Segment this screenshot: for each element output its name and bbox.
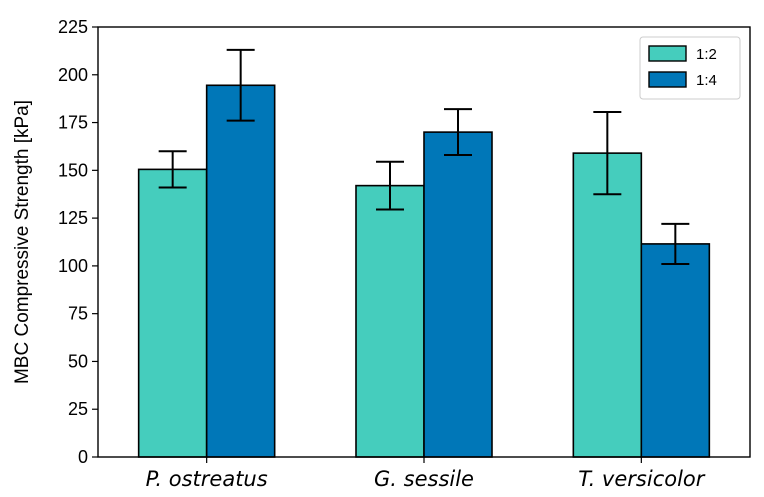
y-axis-title: MBC Compressive Strength [kPa] bbox=[12, 100, 33, 384]
y-tick-label: 150 bbox=[58, 160, 88, 180]
error-bar-1-1 bbox=[158, 150, 187, 189]
y-tick-label: 200 bbox=[58, 65, 88, 85]
x-ticks-layer: P. ostreatus G. sessile T. versicolor bbox=[146, 457, 706, 491]
y-tick-label: 50 bbox=[68, 351, 88, 371]
legend-swatch-2 bbox=[648, 71, 687, 88]
error-bars-layer bbox=[158, 48, 690, 265]
bar-2-2 bbox=[423, 131, 493, 458]
bar-1-3 bbox=[572, 152, 643, 458]
bar-2-1 bbox=[205, 84, 276, 458]
y-tick-label: 175 bbox=[58, 113, 88, 133]
bar-1-1 bbox=[137, 168, 208, 458]
legend-label-1: 1:2 bbox=[696, 46, 717, 63]
y-tick-label: 225 bbox=[58, 17, 88, 37]
x-tick-label: G. sessile bbox=[374, 467, 474, 491]
error-bar-2-3 bbox=[661, 222, 690, 265]
y-tick-label: 75 bbox=[68, 304, 88, 324]
bar-2-3 bbox=[640, 243, 711, 458]
x-tick-label: P. ostreatus bbox=[146, 467, 268, 491]
bar-1-2 bbox=[355, 184, 425, 458]
x-tick-label: T. versicolor bbox=[578, 467, 706, 491]
legend-swatch-1 bbox=[648, 45, 687, 62]
y-ticks-layer: 0 25 50 75 100 125 150 175 200 225 bbox=[58, 17, 98, 467]
y-tick-label: 125 bbox=[58, 208, 88, 228]
legend-label-2: 1:4 bbox=[696, 72, 717, 89]
y-tick-label: 25 bbox=[68, 399, 88, 419]
y-tick-label: 0 bbox=[78, 447, 88, 467]
error-bar-1-2 bbox=[376, 160, 404, 211]
error-bar-1-3 bbox=[593, 111, 622, 196]
error-bar-2-1 bbox=[226, 48, 255, 122]
legend: 1:2 1:4 bbox=[639, 36, 741, 100]
y-tick-label: 100 bbox=[58, 256, 88, 276]
error-bar-2-2 bbox=[444, 108, 472, 157]
bars-layer bbox=[137, 84, 711, 458]
